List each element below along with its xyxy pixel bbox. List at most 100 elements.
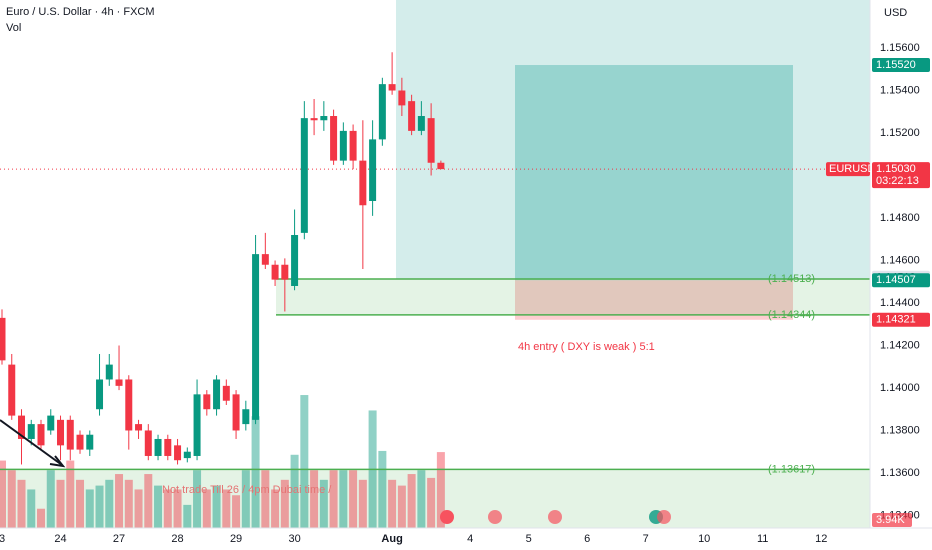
volume-bar [427,477,436,528]
candle-body [183,451,191,459]
volume-bar [349,470,358,528]
price-tag [872,58,930,73]
volume-tag [872,513,912,527]
candle-body [213,379,221,410]
volume-bar [271,489,280,528]
x-tick-label: 29 [230,533,242,545]
candle-body [86,434,94,450]
candle-body [417,116,425,131]
profit-area [396,0,870,279]
candle-body [320,116,328,121]
volume-bar [134,489,143,528]
volume-tag-label: 3.94K [876,514,905,526]
y-tick-label: 1.15200 [880,127,920,139]
volume-bar [105,479,114,528]
candle-body [281,264,289,280]
candle-body [76,434,84,450]
volume-bar [144,474,153,528]
candle-body [8,364,16,416]
x-tick-label: 12 [815,533,827,545]
y-tick-label: 1.15400 [880,84,920,96]
currency: USD [884,7,907,19]
y-tick-label: 1.13800 [880,424,920,436]
volume-bar [417,470,426,528]
volume-bar [397,485,406,528]
x-tick-label: 7 [643,533,649,545]
y-tick-label: 1.14200 [880,339,920,351]
candle-body [57,419,65,446]
candle-body [359,160,367,206]
annotation: 4h entry ( DXY is weak ) 5:1 [518,341,655,353]
volume-bar [124,479,133,528]
y-tick-label: 1.14800 [880,212,920,224]
candle-body [427,118,435,163]
candle-body [37,424,45,446]
price-tag-label: 1.15520 [876,59,916,71]
volume-bar [27,489,36,528]
candle-body [369,139,377,202]
level-label: (1.14513) [768,273,815,285]
candle-body [271,264,279,280]
stop-zone [515,280,793,320]
x-tick-label: 30 [288,533,300,545]
volume-bar [241,470,250,528]
last-price-label: 1.15030 [876,163,916,175]
volume-bar [17,479,26,528]
volume-bar [290,454,299,528]
entry-zone [276,278,870,315]
event-icons [440,510,671,524]
volume-bar [202,489,211,528]
candle-body [242,409,250,425]
candle-body [125,379,133,431]
volume-bar [300,395,309,528]
candle-body [18,415,26,439]
target-zone [515,65,793,281]
candle-body [437,162,445,170]
volume-bar [173,489,182,528]
candle-body [154,438,162,456]
trend-line [0,419,63,466]
annotation: Not trade Till 26 / 4pm Dubai time / [162,484,332,496]
candle-body [174,445,182,461]
candle-body [232,394,240,431]
candle-body [222,385,230,401]
candle-body [164,438,172,456]
volume-bar [154,485,163,528]
y-tick-label: 1.13600 [880,467,920,479]
candle-body [330,116,338,161]
trend-arrow [49,455,66,468]
candle-body [291,234,299,286]
volume-bar [232,495,241,528]
level-label: (1.13617) [768,463,815,475]
symbol-tag-label: EURUSD [829,163,876,175]
candle-body [310,118,318,121]
volume-bar [280,479,289,528]
price-tag [872,312,930,327]
candle-body [408,101,416,131]
countdown: 03:22:13 [876,175,919,187]
volume-bar [339,470,348,528]
candle-body [47,415,55,431]
volume-bar [95,485,104,528]
volume-bar [76,479,85,528]
volume-bar [358,479,367,528]
volume-bar [85,489,94,528]
candle-body [66,419,74,450]
volume-bar [388,479,397,528]
volume-bar [212,485,221,528]
price-tag-label: 1.14507 [876,274,916,286]
volume-bar [56,479,65,528]
candle-body [261,254,269,265]
volume-bar [163,489,172,528]
x-tick-label: 5 [526,533,532,545]
chart-title: Euro / U.S. Dollar · 4h · FXCM [6,6,155,18]
volume-bar [407,474,416,528]
volume-bar [329,470,338,528]
candle-body [203,394,211,410]
level-label: (1.14344) [768,309,815,321]
price-tag-label: 1.14321 [876,314,916,326]
volume-bar [319,479,328,528]
volume-bar [0,460,6,528]
